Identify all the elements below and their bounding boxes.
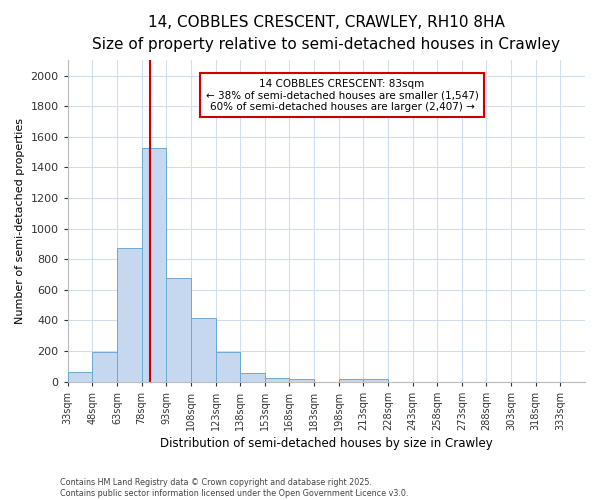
X-axis label: Distribution of semi-detached houses by size in Crawley: Distribution of semi-detached houses by … xyxy=(160,437,493,450)
Bar xyxy=(117,248,142,382)
Bar xyxy=(265,378,289,382)
Bar xyxy=(289,378,314,382)
Bar xyxy=(191,318,215,382)
Bar xyxy=(240,373,265,382)
Bar xyxy=(68,372,92,382)
Bar xyxy=(338,378,364,382)
Bar xyxy=(142,148,166,382)
Text: Contains HM Land Registry data © Crown copyright and database right 2025.
Contai: Contains HM Land Registry data © Crown c… xyxy=(60,478,409,498)
Y-axis label: Number of semi-detached properties: Number of semi-detached properties xyxy=(15,118,25,324)
Text: 14 COBBLES CRESCENT: 83sqm
← 38% of semi-detached houses are smaller (1,547)
60%: 14 COBBLES CRESCENT: 83sqm ← 38% of semi… xyxy=(206,78,478,112)
Bar xyxy=(364,380,388,382)
Bar xyxy=(92,352,117,382)
Bar xyxy=(215,352,240,382)
Bar xyxy=(166,278,191,382)
Title: 14, COBBLES CRESCENT, CRAWLEY, RH10 8HA
Size of property relative to semi-detach: 14, COBBLES CRESCENT, CRAWLEY, RH10 8HA … xyxy=(92,15,560,52)
